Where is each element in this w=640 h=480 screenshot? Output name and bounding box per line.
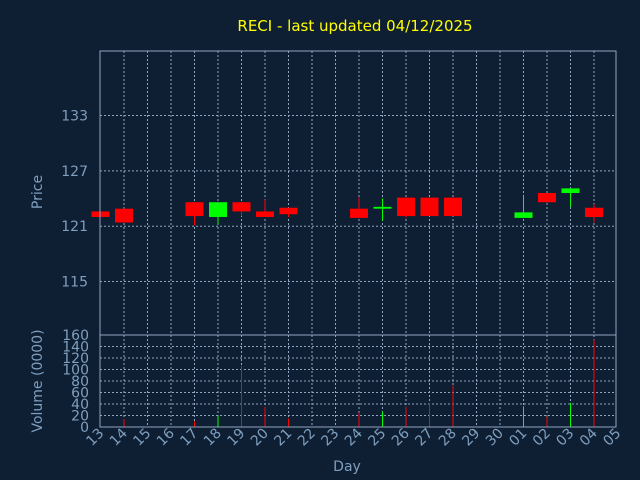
candle-body xyxy=(514,212,533,218)
volume-tick-label: 20 xyxy=(71,409,89,425)
candle-body xyxy=(209,202,227,217)
candle xyxy=(420,197,439,217)
candle xyxy=(514,194,533,218)
candle-body xyxy=(538,193,556,203)
candle-body xyxy=(350,208,368,218)
volume-tick-label: 140 xyxy=(62,340,89,356)
price-tick-label: 133 xyxy=(61,109,88,125)
candle-body xyxy=(373,206,392,209)
candle-body xyxy=(232,202,251,212)
candle xyxy=(585,204,603,223)
candle-body xyxy=(420,197,439,217)
chart-title: RECI - last updated 04/12/2025 xyxy=(237,17,472,35)
volume-series xyxy=(123,339,595,427)
candle-body xyxy=(585,207,603,217)
volume-axis-label: Volume (0000) xyxy=(30,329,46,432)
candle-body xyxy=(444,197,462,217)
x-axis-label: Day xyxy=(333,459,361,475)
volume-tick-label: 0 xyxy=(80,420,89,436)
volume-tick-label: 120 xyxy=(62,351,89,367)
price-tick-label: 127 xyxy=(61,164,88,180)
candle xyxy=(444,197,462,217)
candle xyxy=(256,199,274,217)
volume-tick-label: 80 xyxy=(71,374,89,390)
candle xyxy=(279,207,298,217)
price-axis-label: Price xyxy=(30,175,46,209)
candle xyxy=(397,197,415,218)
candle-body xyxy=(279,207,298,215)
candle-body xyxy=(185,202,204,217)
candle xyxy=(232,202,251,217)
candle xyxy=(350,197,368,218)
candle xyxy=(538,193,556,203)
candle-body xyxy=(115,208,133,223)
candle xyxy=(561,188,580,207)
volume-tick-label: 60 xyxy=(71,386,89,402)
price-tick-label: 115 xyxy=(61,275,88,291)
price-tick-label: 121 xyxy=(61,219,88,235)
candle xyxy=(373,198,392,221)
candle xyxy=(185,202,204,226)
candle-body xyxy=(561,188,580,193)
candle xyxy=(115,208,133,223)
price-tick-labels: 115 121 127 133 xyxy=(61,109,88,291)
volume-tick-label: 40 xyxy=(71,397,89,413)
candle-body xyxy=(256,211,274,217)
volume-plot-frame xyxy=(99,334,617,428)
candle-body xyxy=(397,197,415,217)
volume-tick-label: 100 xyxy=(62,363,89,379)
volume-tick-label: 160 xyxy=(62,328,89,344)
candle xyxy=(209,202,227,225)
x-tick-labels: 13 14 15 16 17 18 19 20 21 22 23 24 25 26 27 28 29 30 01 02… xyxy=(83,425,624,449)
